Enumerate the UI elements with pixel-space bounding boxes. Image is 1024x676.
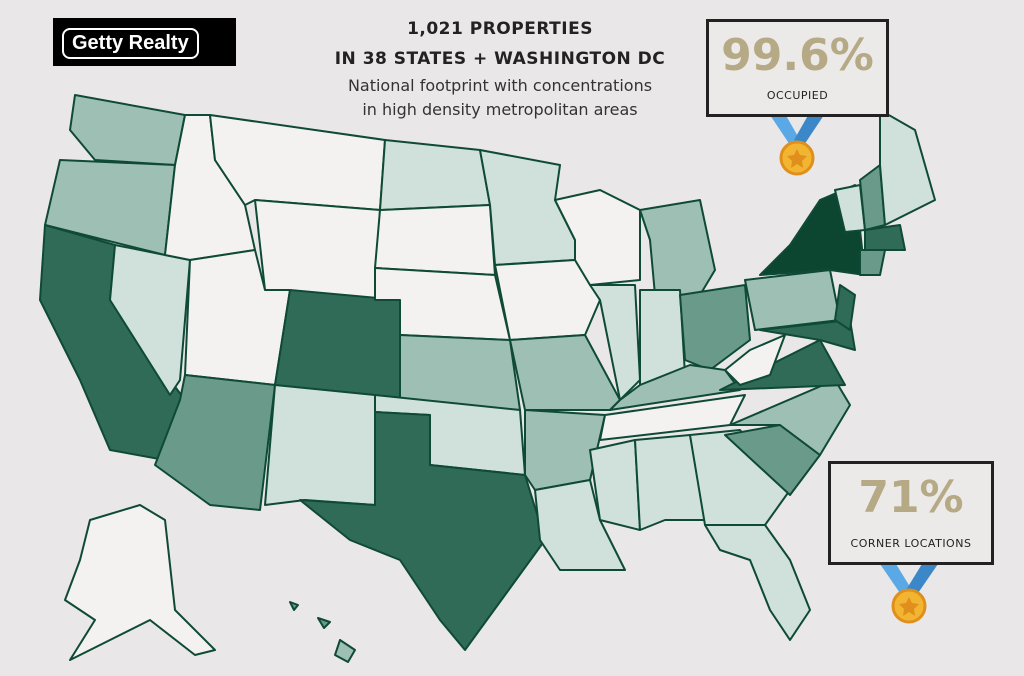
state xyxy=(639,199,716,296)
state xyxy=(759,319,856,351)
stat-value: 71% xyxy=(858,472,964,523)
state xyxy=(859,249,886,276)
logo-text: Getty Realty xyxy=(62,28,199,59)
state xyxy=(589,284,641,401)
state xyxy=(64,504,216,661)
header: 1,021 PROPERTIES IN 38 STATES + WASHINGT… xyxy=(300,14,700,122)
state xyxy=(264,384,376,506)
stat-box: 99.6% OCCUPIED xyxy=(706,19,889,117)
title-line: IN 38 STATES + WASHINGTON DC xyxy=(334,49,666,69)
stat-box: 71% CORNER LOCATIONS xyxy=(828,461,994,565)
state xyxy=(299,411,546,651)
state xyxy=(879,109,936,226)
state xyxy=(379,139,491,211)
state xyxy=(374,204,496,276)
medal xyxy=(768,112,826,176)
state xyxy=(494,259,601,341)
state xyxy=(317,617,331,629)
state xyxy=(679,284,751,371)
state xyxy=(729,379,851,456)
state xyxy=(69,94,186,166)
state xyxy=(254,199,381,301)
title-line: 1,021 PROPERTIES xyxy=(407,19,593,39)
state xyxy=(634,434,706,531)
state xyxy=(704,524,811,641)
subtitle-line: in high density metropolitan areas xyxy=(362,100,638,119)
medal xyxy=(880,564,938,624)
state xyxy=(834,284,856,331)
state xyxy=(274,289,401,401)
state xyxy=(689,429,791,526)
subtitle-line: National footprint with concentrations xyxy=(347,76,653,95)
state xyxy=(509,334,621,411)
state xyxy=(554,189,641,286)
state xyxy=(289,601,299,611)
state xyxy=(334,639,356,663)
state xyxy=(724,334,786,386)
state xyxy=(744,269,841,331)
state xyxy=(864,224,906,251)
logo: Getty Realty xyxy=(53,18,236,66)
stat-value: 99.6% xyxy=(721,30,874,81)
state xyxy=(534,479,626,571)
stat-label: OCCUPIED xyxy=(766,89,829,102)
stat-label: CORNER LOCATIONS xyxy=(850,537,972,550)
